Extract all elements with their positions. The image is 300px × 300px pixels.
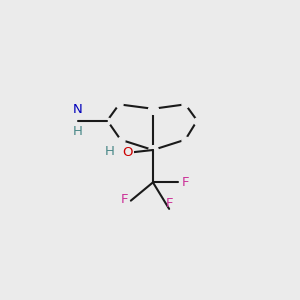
Text: F: F [165, 197, 173, 210]
Text: H: H [73, 125, 83, 138]
Text: F: F [182, 176, 189, 189]
Text: H: H [104, 145, 114, 158]
Text: F: F [120, 193, 128, 206]
Text: O: O [122, 146, 133, 159]
Text: N: N [73, 103, 83, 116]
